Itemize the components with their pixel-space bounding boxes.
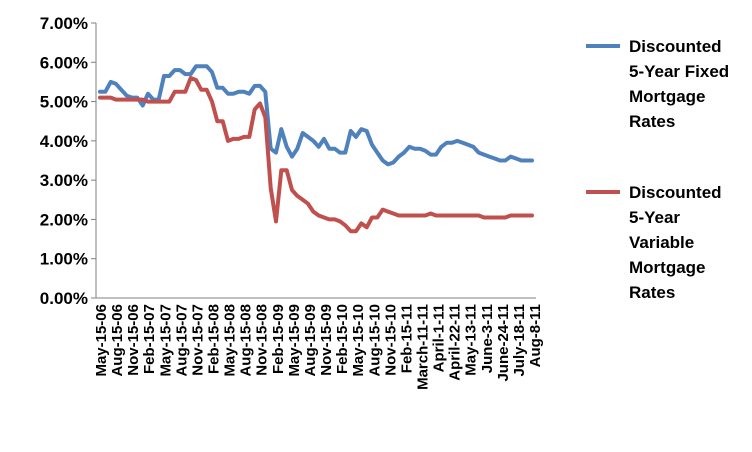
y-tick-label: 3.00%: [40, 171, 88, 190]
x-tick-label: Feb-15-11: [398, 304, 415, 373]
y-tick-label: 2.00%: [40, 210, 88, 229]
y-axis-ticks: 0.00% 1.00% 2.00% 3.00% 4.00% 5.00% 6.00% 7.00%: [40, 14, 96, 308]
x-tick-label: Nov-15-07: [189, 304, 206, 376]
legend-variable-line-4: Mortgage: [629, 258, 706, 277]
legend-variable-line-2: 5-Year: [629, 208, 680, 227]
variable-rate-line: [98, 76, 534, 234]
x-tick-label: Nov-15-09: [318, 304, 335, 376]
x-tick-label: Aug-15-06: [109, 304, 126, 377]
legend-fixed-line-3: Mortgage: [629, 87, 706, 106]
legend-fixed-line-2: 5-Year Fixed: [629, 62, 729, 81]
x-tick-label: July-18-11: [511, 304, 528, 377]
legend-variable-line-1: Discounted: [629, 183, 722, 202]
fixed-rate-line: [98, 64, 534, 167]
x-tick-label: Nov-15-10: [382, 304, 399, 376]
x-tick-label: March-11-11: [414, 304, 431, 390]
y-tick-label: 4.00%: [40, 132, 88, 151]
x-tick-label: Nov-15-08: [254, 304, 271, 376]
legend-variable-line-3: Variable: [629, 233, 694, 252]
series-lines: [98, 64, 534, 234]
x-axis-ticks: May-15-06 Aug-15-06 Nov-15-06 Feb-15-07 May-…: [93, 304, 544, 390]
x-tick-label: May-15-10: [350, 304, 367, 377]
x-tick-label: May-15-06: [93, 304, 110, 377]
x-tick-label: Aug-15-10: [366, 304, 383, 377]
x-tick-label: Feb-15-07: [141, 304, 158, 374]
x-tick-label: May-15-08: [222, 304, 239, 377]
legend: Discounted 5-Year Fixed Mortgage Rates D…: [586, 37, 729, 302]
x-tick-label: June-24-11: [495, 304, 512, 382]
legend-variable-line-5: Rates: [629, 283, 675, 302]
x-tick-label: May-13-11: [463, 304, 480, 376]
legend-fixed-line-4: Rates: [629, 112, 675, 131]
x-tick-label: Aug-15-08: [238, 304, 255, 377]
x-tick-label: May-15-07: [157, 304, 174, 377]
x-tick-label: April-22-11: [447, 304, 464, 381]
x-tick-label: Nov-15-06: [125, 304, 142, 376]
y-tick-label: 5.00%: [40, 93, 88, 112]
legend-fixed-line-1: Discounted: [629, 37, 722, 56]
x-tick-label: Feb-15-09: [270, 304, 287, 374]
x-tick-label: June-3-11: [479, 304, 496, 373]
x-tick-label: Feb-15-08: [206, 304, 223, 374]
x-tick-label: Aug-8-11: [527, 304, 544, 367]
y-tick-label: 6.00%: [40, 53, 88, 72]
x-tick-label: April-1-11: [431, 304, 448, 372]
y-tick-label: 1.00%: [40, 250, 88, 269]
y-tick-label: 0.00%: [40, 289, 88, 308]
x-tick-label: Aug-15-09: [302, 304, 319, 377]
y-tick-label: 7.00%: [40, 14, 88, 33]
x-tick-label: Aug-15-07: [173, 304, 190, 377]
x-tick-label: Feb-15-10: [334, 304, 351, 374]
x-tick-label: May-15-09: [286, 304, 303, 377]
